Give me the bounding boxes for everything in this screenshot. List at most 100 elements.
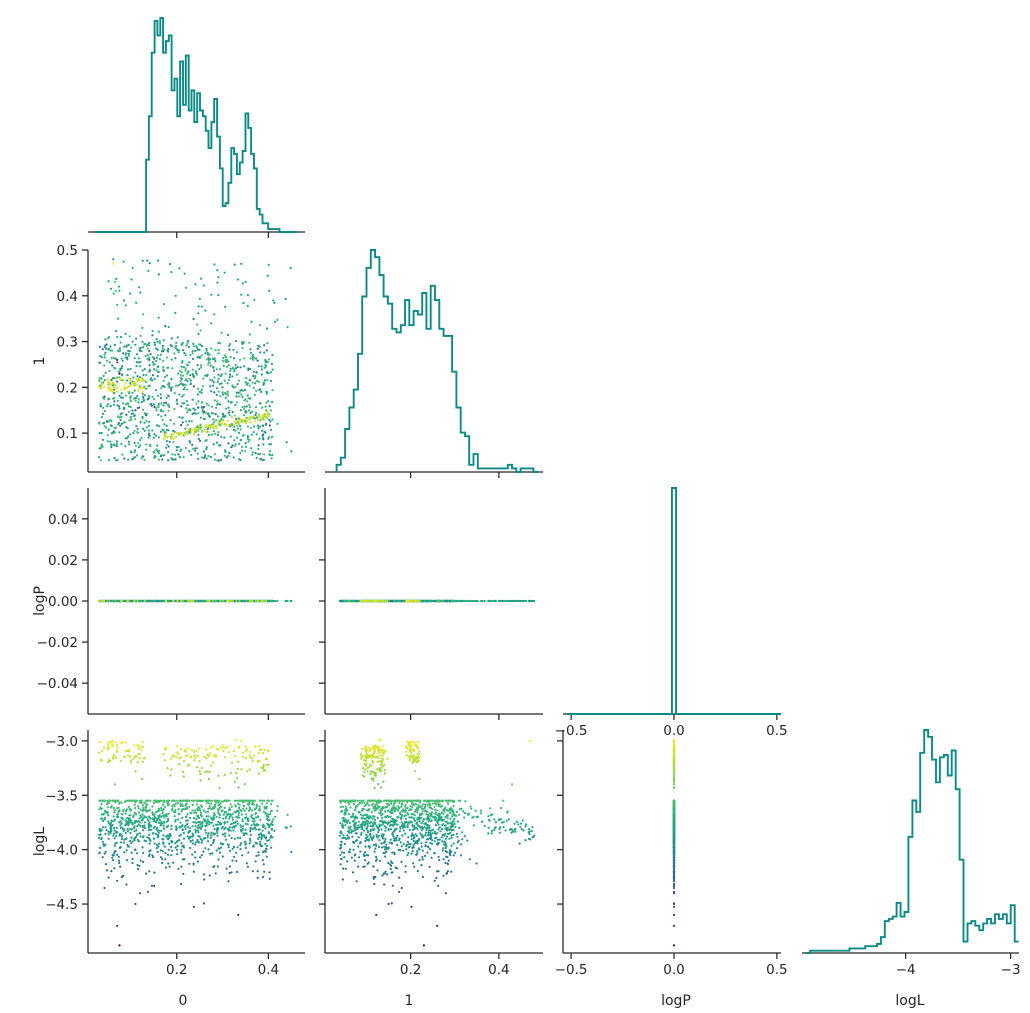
scatter-point bbox=[113, 427, 116, 430]
scatter-point bbox=[264, 413, 267, 416]
scatter-point bbox=[228, 807, 231, 810]
scatter-point bbox=[489, 599, 492, 603]
scatter-point bbox=[264, 358, 267, 362]
scatter-point bbox=[227, 360, 230, 363]
scatter-point bbox=[192, 407, 195, 410]
scatter-point bbox=[218, 403, 222, 406]
scatter-point bbox=[148, 420, 151, 423]
scatter-point bbox=[188, 450, 191, 453]
scatter-point bbox=[135, 425, 138, 428]
scatter-point bbox=[157, 821, 160, 824]
scatter-point bbox=[120, 415, 123, 418]
scatter-point bbox=[129, 396, 132, 400]
scatter-point bbox=[226, 392, 229, 395]
scatter-point bbox=[527, 599, 530, 603]
scatter-point bbox=[175, 435, 178, 438]
scatter-point bbox=[206, 358, 209, 361]
scatter-point bbox=[262, 810, 265, 813]
scatter-point bbox=[142, 373, 145, 377]
scatter-point bbox=[164, 324, 167, 328]
scatter-point bbox=[191, 853, 194, 856]
scatter-point bbox=[237, 391, 240, 394]
scatter-point bbox=[251, 358, 255, 361]
scatter-point bbox=[159, 409, 162, 412]
scatter-point bbox=[139, 334, 142, 337]
scatter-point bbox=[104, 863, 108, 866]
scatter-point bbox=[259, 388, 262, 391]
scatter-point bbox=[110, 424, 113, 428]
scatter-point bbox=[161, 347, 164, 350]
scatter-point bbox=[172, 422, 176, 425]
scatter-point bbox=[256, 876, 259, 880]
scatter-point bbox=[226, 333, 230, 337]
scatter-point bbox=[216, 380, 219, 383]
scatter-point bbox=[135, 301, 138, 304]
scatter-point bbox=[175, 799, 178, 802]
scatter-point bbox=[166, 394, 170, 397]
scatter-point bbox=[233, 445, 236, 448]
scatter-point bbox=[191, 357, 194, 361]
scatter-point bbox=[267, 400, 270, 403]
scatter-point bbox=[100, 355, 103, 359]
scatter-point bbox=[123, 386, 126, 389]
scatter-point bbox=[221, 415, 224, 418]
scatter-point bbox=[120, 357, 123, 360]
scatter-point bbox=[120, 822, 123, 825]
scatter-point bbox=[244, 599, 247, 603]
scatter-point bbox=[155, 847, 158, 850]
x-tick-label: 0.2 bbox=[400, 962, 421, 978]
scatter-point bbox=[260, 368, 263, 371]
scatter-point bbox=[189, 840, 192, 843]
scatter-point bbox=[204, 426, 207, 429]
scatter-point bbox=[246, 294, 249, 297]
scatter-point bbox=[252, 370, 255, 373]
scatter-point bbox=[171, 435, 174, 438]
scatter-point bbox=[118, 405, 121, 408]
scatter-point bbox=[112, 356, 115, 359]
scatter-point bbox=[116, 404, 119, 407]
scatter-point bbox=[234, 403, 237, 407]
scatter-point bbox=[249, 833, 252, 836]
scatter-point bbox=[179, 369, 182, 372]
scatter-point bbox=[241, 395, 244, 399]
scatter-point bbox=[286, 326, 289, 329]
scatter-point bbox=[164, 852, 167, 855]
scatter-point bbox=[155, 406, 158, 410]
scatter-point bbox=[121, 365, 124, 368]
scatter-point bbox=[260, 837, 263, 841]
scatter-point bbox=[444, 599, 447, 603]
scatter-point bbox=[199, 427, 202, 430]
scatter-point bbox=[195, 429, 199, 432]
scatter-point bbox=[175, 848, 179, 851]
scatter-point bbox=[191, 842, 194, 845]
scatter-point bbox=[265, 410, 268, 413]
scatter-point bbox=[260, 417, 263, 420]
scatter-point bbox=[112, 381, 115, 384]
scatter-point bbox=[224, 372, 227, 375]
scatter-point bbox=[228, 348, 231, 351]
scatter-point bbox=[179, 805, 182, 808]
y-tick-label: −3.5 bbox=[45, 788, 78, 804]
scatter-point bbox=[133, 381, 136, 384]
scatter-point bbox=[226, 843, 230, 846]
scatter-point bbox=[150, 377, 153, 380]
scatter-point bbox=[163, 845, 166, 848]
scatter-point bbox=[196, 406, 199, 409]
scatter-point bbox=[110, 805, 113, 808]
scatter-point bbox=[116, 386, 119, 389]
scatter-point bbox=[196, 393, 199, 396]
scatter-point bbox=[214, 432, 217, 435]
scatter-point bbox=[162, 437, 165, 440]
scatter-point bbox=[255, 854, 258, 858]
scatter-point bbox=[102, 396, 105, 399]
scatter-point bbox=[251, 381, 254, 384]
scatter-point bbox=[217, 276, 220, 279]
scatter-point bbox=[184, 383, 187, 386]
scatter-point bbox=[149, 353, 152, 356]
scatter-point bbox=[229, 829, 232, 832]
scatter-point bbox=[184, 427, 187, 430]
scatter-point bbox=[107, 599, 110, 603]
scatter-point bbox=[356, 599, 359, 603]
scatter-point bbox=[153, 377, 156, 381]
scatter-point bbox=[425, 599, 428, 603]
